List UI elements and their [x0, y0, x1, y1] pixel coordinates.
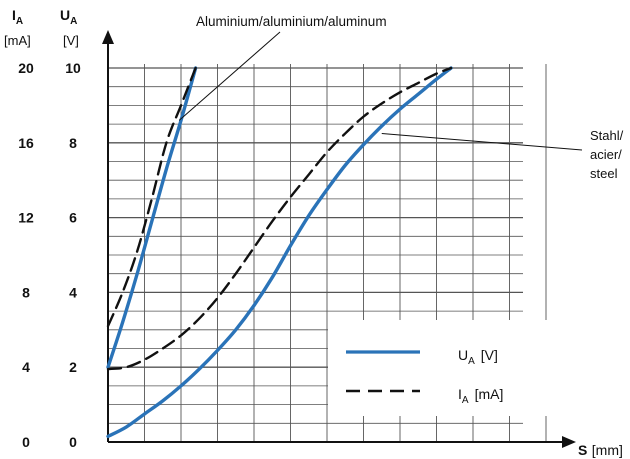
curves	[106, 66, 453, 439]
left-axis-unit: [mA]	[4, 33, 31, 48]
x-axis-unit: [mm]	[592, 442, 623, 458]
right-tick-label: 2	[69, 359, 77, 375]
right-tick-label: 0	[69, 434, 77, 450]
right-axis-title: UA	[60, 7, 77, 27]
left-tick-label: 8	[22, 284, 30, 300]
axes	[102, 30, 576, 448]
legend-label-ua: UA [V]	[458, 347, 498, 367]
left-axis-ticks: 0 4 8 12 16 20	[18, 60, 34, 450]
left-tick-label: 20	[18, 60, 34, 76]
steel-label-line2: acier/	[590, 147, 622, 162]
x-axis-name: S	[578, 442, 587, 458]
legend-label-ia: IA [mA]	[458, 386, 503, 406]
left-tick-label: 0	[22, 434, 30, 450]
left-tick-label: 12	[18, 210, 34, 226]
leader-lines	[178, 31, 583, 151]
series-line-steel-dashed	[106, 66, 453, 371]
x-axis-arrow	[562, 436, 576, 448]
series-line-steel-solid	[106, 66, 453, 439]
legend-ia-unit: [mA]	[475, 386, 504, 402]
aluminium-label: Aluminium/aluminium/aluminum	[196, 14, 387, 29]
left-tick-label: 4	[22, 359, 30, 375]
steel-leader-line	[381, 132, 583, 151]
right-tick-label: 6	[69, 210, 77, 226]
legend-ia-sub: A	[462, 395, 469, 406]
right-tick-label: 4	[69, 284, 77, 300]
y-axis-arrow	[102, 30, 114, 44]
right-axis-unit: [V]	[63, 33, 79, 48]
right-tick-label: 8	[69, 135, 77, 151]
legend-ua-sub: A	[468, 356, 475, 367]
right-tick-label: 10	[65, 60, 81, 76]
right-axis-ticks: 0 2 4 6 8 10	[65, 60, 81, 450]
left-axis-name: I	[12, 7, 16, 23]
series-line-aluminium-solid	[106, 66, 198, 369]
series-line-aluminium-dashed	[106, 66, 197, 328]
legend-ua-main: U	[458, 347, 468, 363]
steel-label-line3: steel	[590, 166, 618, 181]
left-axis-subscript: A	[16, 16, 23, 27]
legend-ua-unit: [V]	[481, 347, 498, 363]
aluminium-leader-line	[178, 31, 281, 121]
legend-ia-main: I	[458, 386, 462, 402]
right-axis-name: U	[60, 7, 70, 23]
x-axis-title: S [mm]	[578, 442, 623, 459]
right-axis-subscript: A	[70, 16, 77, 27]
left-axis-title: IA	[12, 7, 23, 27]
legend-box	[328, 320, 556, 416]
steel-label-line1: Stahl/	[590, 128, 624, 143]
left-tick-label: 16	[18, 135, 34, 151]
